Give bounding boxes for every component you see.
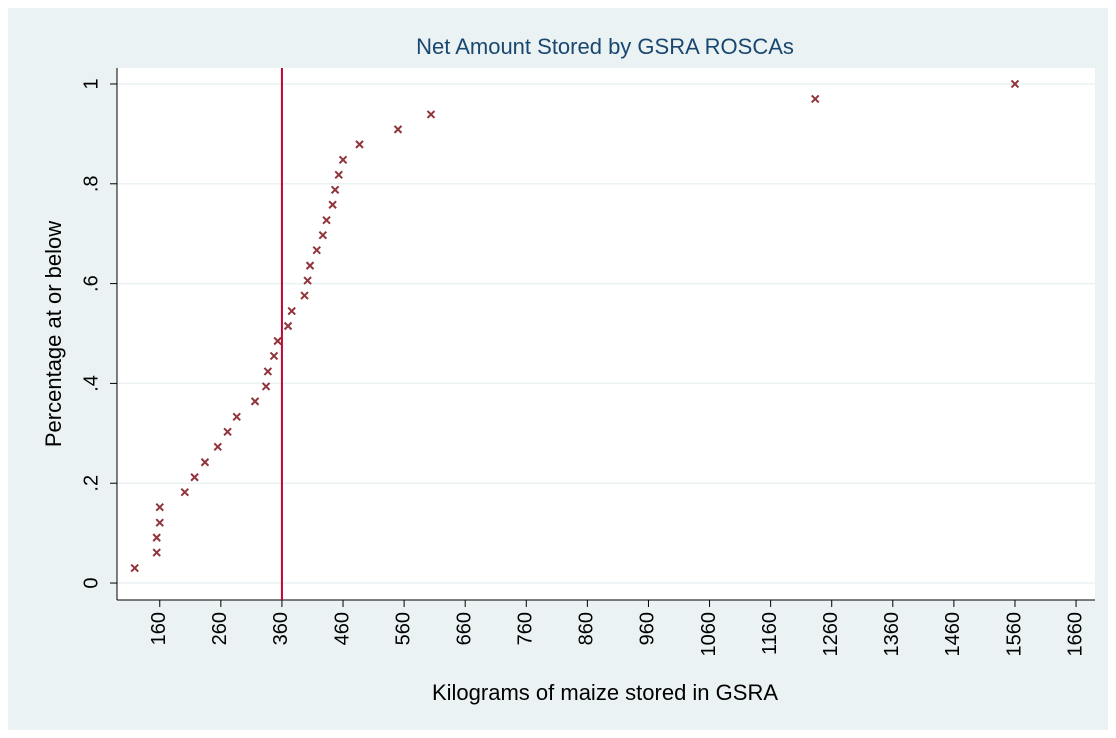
point (355, 140, 364, 149)
point (312, 245, 321, 255)
point (155, 502, 164, 512)
point (318, 230, 328, 240)
point (261, 382, 271, 391)
x-tick-label: 560 (392, 612, 414, 645)
plot-area (117, 68, 1095, 600)
chart-title: Net Amount Stored by GSRA ROSCAs (416, 34, 794, 59)
x-tick-label: 360 (270, 612, 292, 645)
point (330, 185, 340, 194)
x-tick-label: 1360 (881, 612, 903, 657)
x-tick-label: 1060 (698, 612, 720, 657)
point (338, 155, 348, 165)
x-tick-label: 460 (331, 612, 353, 645)
point (322, 216, 331, 225)
y-tick-label: 1 (80, 78, 102, 89)
point (152, 548, 161, 557)
point (223, 427, 232, 437)
x-axis-label: Kilograms of maize stored in GSRA (432, 680, 778, 705)
point (232, 412, 241, 422)
point (287, 306, 296, 316)
point (811, 94, 820, 104)
y-tick-label: .8 (80, 175, 102, 192)
y-tick-label: .6 (80, 275, 102, 292)
point (426, 110, 436, 119)
x-tick-label: 260 (209, 612, 231, 645)
point (1010, 79, 1020, 89)
x-tick-label: 1560 (1003, 612, 1025, 657)
point (334, 170, 343, 180)
point (269, 351, 279, 361)
point (213, 442, 223, 451)
x-tick-label: 1460 (942, 612, 964, 657)
point (300, 291, 309, 300)
y-axis-label: Percentage at or below (41, 221, 66, 447)
x-tick-label: 160 (148, 612, 170, 645)
x-tick-label: 660 (453, 612, 475, 645)
point (155, 518, 164, 527)
x-tick-label: 960 (637, 612, 659, 645)
x-tick-label: 1260 (820, 612, 842, 657)
point (273, 336, 282, 346)
point (328, 200, 337, 209)
point (393, 125, 403, 134)
point (263, 367, 273, 376)
y-tick-label: .2 (80, 475, 102, 492)
x-tick-label: 760 (515, 612, 537, 645)
x-tick-label: 1660 (1064, 612, 1086, 657)
y-tick-label: .4 (80, 375, 102, 392)
y-tick-label: 0 (80, 577, 102, 588)
point (152, 533, 161, 542)
point (283, 321, 293, 331)
point (200, 458, 210, 467)
point (130, 563, 139, 573)
point (180, 487, 190, 497)
point (250, 397, 260, 406)
point (303, 276, 312, 285)
x-tick-label: 860 (576, 612, 598, 645)
point (305, 261, 315, 270)
x-tick-label: 1160 (759, 612, 781, 655)
point (190, 473, 199, 482)
